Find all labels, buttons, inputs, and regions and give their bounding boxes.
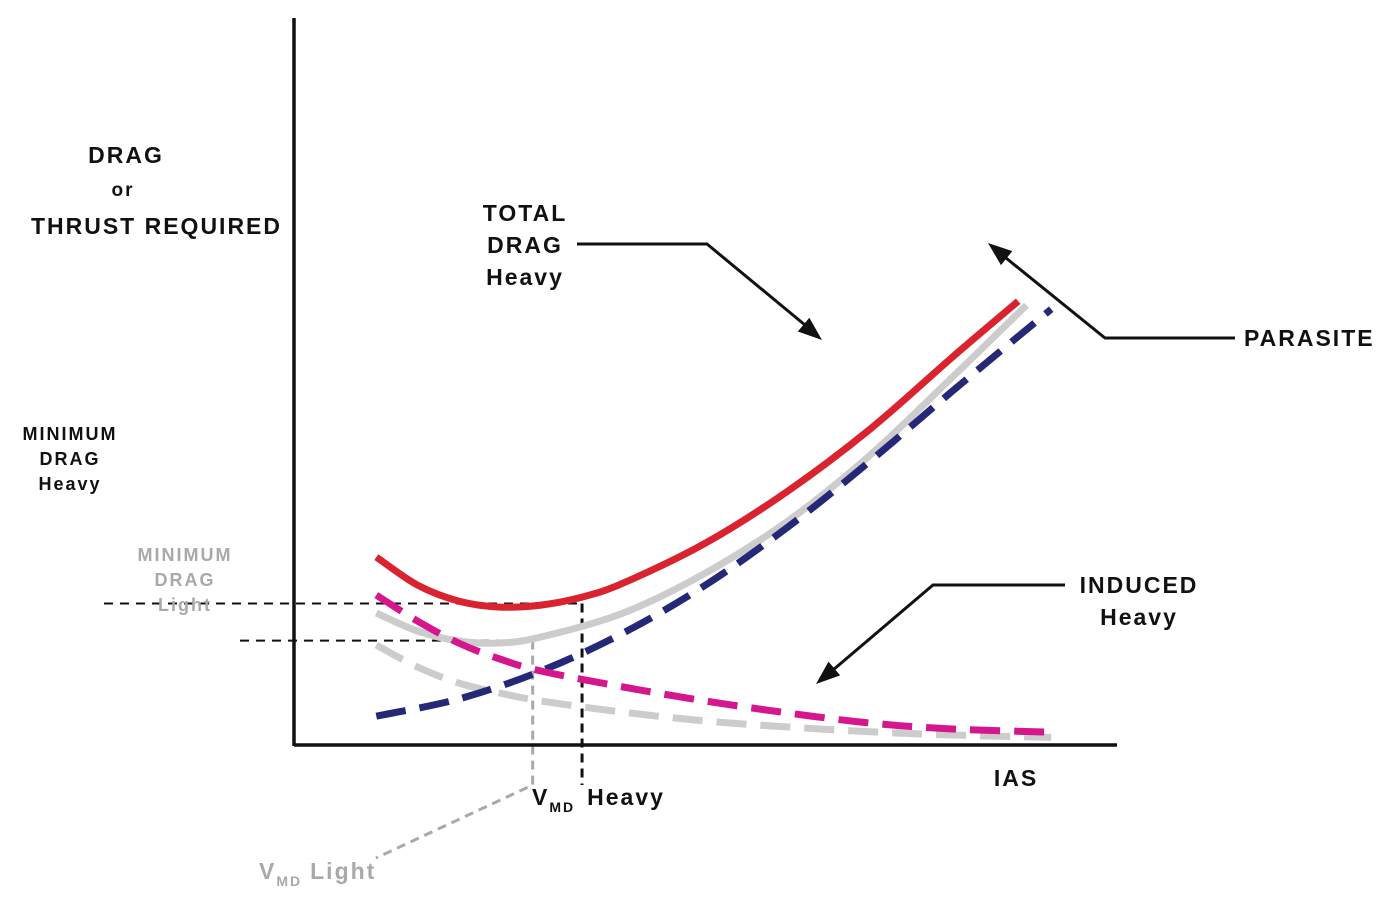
pointer-arrows bbox=[577, 242, 1235, 684]
vmd-light-label: VMD Light bbox=[259, 858, 376, 889]
induced-pointer-line bbox=[832, 583, 1065, 672]
parasite-pointer-line bbox=[1005, 256, 1235, 340]
vmd-heavy-v: V bbox=[532, 784, 549, 810]
y-axis-label-line-1: DRAG bbox=[88, 142, 164, 168]
vmd-light-guide bbox=[375, 640, 535, 860]
total-drag-label-line-3: Heavy bbox=[486, 264, 564, 290]
induced-pointer-head bbox=[816, 661, 841, 684]
axes bbox=[292, 18, 1117, 747]
parasite-pointer-head bbox=[988, 243, 1013, 266]
total-drag-label-line-2: DRAG bbox=[487, 232, 563, 258]
curves bbox=[374, 298, 1054, 741]
x-axis-label: IAS bbox=[994, 765, 1038, 791]
vmd-heavy-rest: Heavy bbox=[587, 784, 665, 810]
series-total-drag-heavy bbox=[374, 298, 1021, 611]
total-drag-pointer-line bbox=[577, 242, 806, 327]
min-drag-heavy-line-3: Heavy bbox=[38, 474, 101, 494]
induced-label-line-2: Heavy bbox=[1100, 604, 1178, 630]
parasite-label: PARASITE bbox=[1244, 325, 1375, 351]
series-induced-heavy bbox=[374, 592, 1052, 736]
min-drag-light-line-2: DRAG bbox=[155, 570, 216, 590]
y-axis-label-line-2: or bbox=[112, 180, 135, 201]
min-drag-heavy-line-2: DRAG bbox=[40, 449, 101, 469]
min-drag-light-line-1: MINIMUM bbox=[138, 545, 233, 565]
series-induced-light bbox=[374, 641, 1052, 741]
induced-label-line-1: INDUCED bbox=[1080, 572, 1199, 598]
vmd-heavy-sub: MD bbox=[549, 799, 575, 815]
total-drag-label-line-1: TOTAL bbox=[483, 200, 568, 226]
vmd-light-sub: MD bbox=[276, 873, 302, 889]
vmd-light-v: V bbox=[259, 858, 276, 884]
vmd-heavy-label: VMD Heavy bbox=[532, 784, 665, 815]
labels: DRAG or THRUST REQUIRED IAS TOTAL DRAG H… bbox=[23, 142, 1375, 889]
min-drag-heavy-line-1: MINIMUM bbox=[23, 424, 118, 444]
total-drag-pointer-head bbox=[797, 317, 822, 340]
y-axis-label-line-3: THRUST REQUIRED bbox=[31, 213, 282, 239]
min-drag-light-line-3: Light bbox=[158, 595, 212, 615]
vmd-light-rest: Light bbox=[310, 858, 376, 884]
series-total-drag-light bbox=[374, 302, 1029, 647]
series-parasite bbox=[375, 306, 1054, 720]
